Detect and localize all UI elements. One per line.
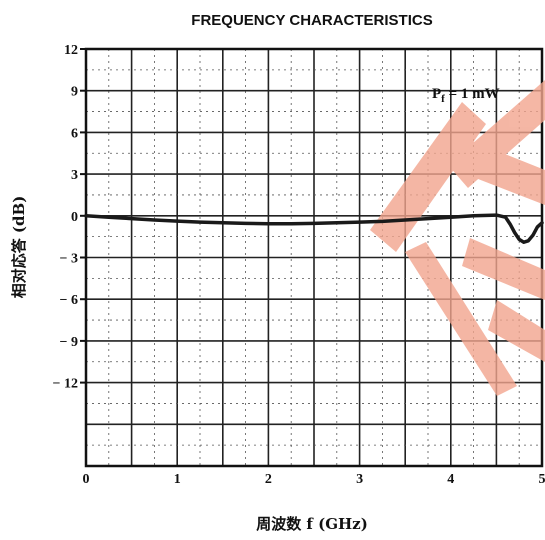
watermark-stroke-1	[370, 102, 486, 252]
annotation-base: P	[432, 86, 441, 102]
y-tick-label: 12	[64, 43, 78, 58]
watermark-logo	[370, 80, 545, 396]
x-tick-label: 4	[447, 472, 454, 487]
y-tick-label: 0	[71, 210, 78, 225]
series-line	[84, 213, 544, 244]
x-tick-label: 5	[539, 472, 545, 487]
y-axis-label: 相对応答 (dB)	[10, 196, 28, 299]
x-axis-label: 周波数 f (GHz)	[256, 515, 368, 533]
watermark-stroke-4	[460, 140, 545, 205]
annotation-rest: = 1 mW	[445, 86, 500, 102]
y-tick-label: − 9	[60, 335, 78, 350]
x-tick-label: 2	[265, 472, 272, 487]
y-tick-label: 3	[71, 168, 78, 183]
x-tick-label: 3	[356, 472, 363, 487]
y-tick-label: 6	[71, 126, 78, 141]
watermark-stroke-6	[488, 300, 545, 362]
watermark-stroke-2	[405, 242, 517, 396]
x-tick-label: 1	[174, 472, 181, 487]
y-tick-label: 9	[71, 85, 78, 100]
chart-title: FREQUENCY CHARACTERISTICS	[191, 12, 432, 29]
y-tick-label: − 6	[60, 293, 78, 308]
y-tick-label: − 12	[53, 377, 78, 392]
watermark-stroke-5	[462, 238, 545, 300]
annotation-subscript: f	[441, 93, 445, 105]
y-axis-ticks: 12 9 6 3 0 − 3 − 6 − 9 − 12	[53, 43, 86, 392]
x-axis-ticks: 0 1 2 3 4 5	[83, 472, 545, 487]
power-annotation: Pf = 1 mW	[432, 86, 500, 105]
x-tick-label: 0	[83, 472, 90, 487]
y-tick-label: − 3	[60, 252, 78, 267]
